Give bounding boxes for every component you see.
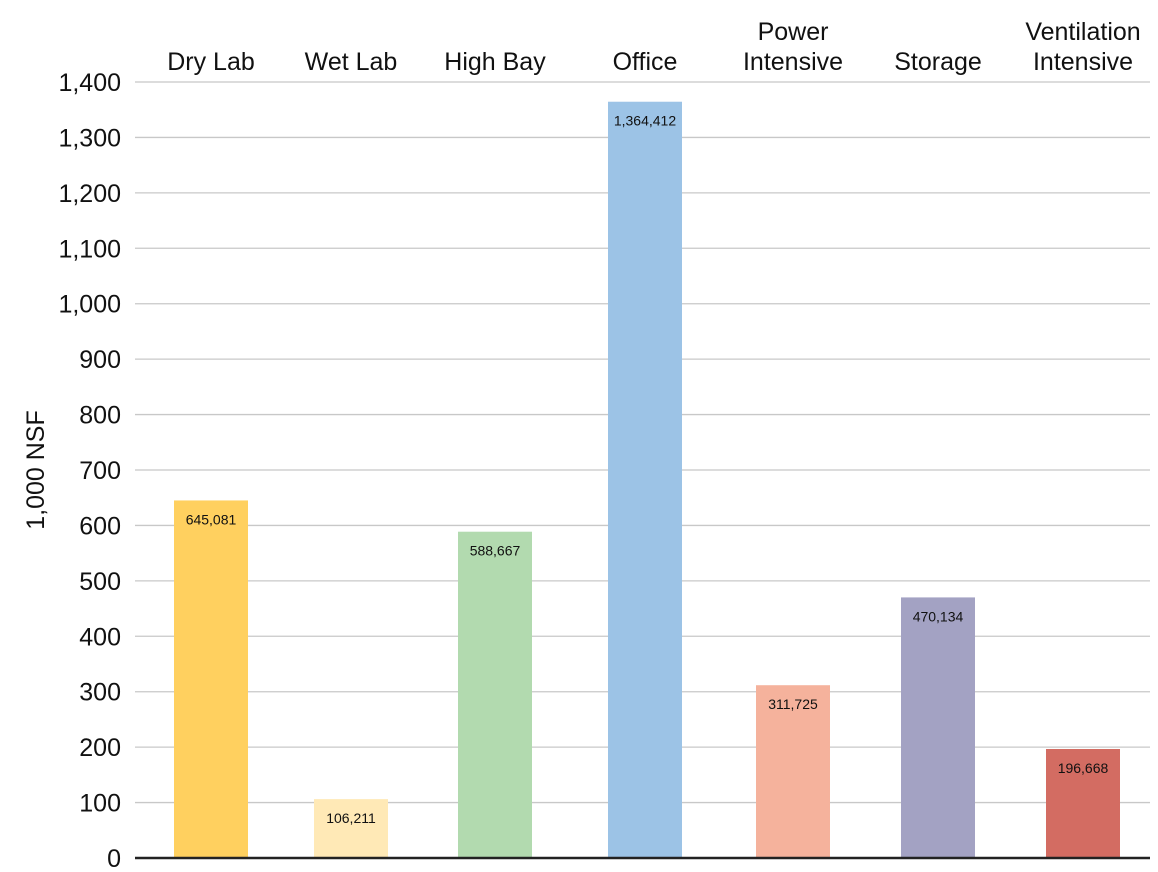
bars bbox=[174, 101, 1120, 858]
category-label: Power bbox=[758, 18, 829, 46]
y-tick-label: 500 bbox=[79, 568, 121, 596]
y-tick-label: 1,000 bbox=[58, 291, 121, 319]
y-tick-label: 0 bbox=[107, 845, 121, 872]
y-tick-label: 1,400 bbox=[58, 69, 121, 97]
y-tick-label: 700 bbox=[79, 457, 121, 485]
bar-data-label: 196,668 bbox=[1058, 760, 1109, 776]
y-tick-label: 1,200 bbox=[58, 180, 121, 208]
bar-data-label: 311,725 bbox=[768, 696, 818, 712]
bar bbox=[756, 685, 830, 858]
category-label: Intensive bbox=[743, 48, 843, 76]
y-tick-label: 900 bbox=[79, 346, 121, 374]
y-tick-label: 300 bbox=[79, 679, 121, 707]
bar bbox=[1046, 748, 1120, 858]
y-tick-label: 100 bbox=[79, 790, 121, 818]
category-label: Intensive bbox=[1033, 48, 1133, 76]
y-tick-label: 400 bbox=[79, 623, 121, 651]
bar bbox=[314, 799, 388, 858]
bar-data-label: 106,211 bbox=[326, 810, 376, 826]
y-tick-label: 1,300 bbox=[58, 124, 121, 152]
category-label: Office bbox=[613, 48, 678, 76]
y-axis-title: 1,000 NSF bbox=[22, 410, 50, 530]
bar-data-label: 470,134 bbox=[913, 608, 964, 624]
category-label: Dry Lab bbox=[167, 48, 255, 76]
bar-data-label: 588,667 bbox=[470, 543, 521, 559]
y-tick-label: 800 bbox=[79, 402, 121, 430]
bar-data-label: 1,364,412 bbox=[614, 113, 676, 129]
category-labels: Dry Lab Wet Lab High Bay OfficePowerIntensi… bbox=[167, 18, 1140, 76]
bar bbox=[458, 531, 532, 858]
bar bbox=[901, 597, 975, 858]
category-label: Wet Lab bbox=[305, 48, 398, 76]
category-label: High Bay bbox=[444, 48, 546, 76]
bar bbox=[174, 500, 248, 858]
data-labels: 645,081 106,211 588,667 1,364,412 311,725 470… bbox=[186, 113, 1109, 826]
category-label: Ventilation bbox=[1025, 18, 1140, 46]
category-label: Storage bbox=[894, 48, 982, 76]
bar-data-label: 645,081 bbox=[186, 511, 237, 527]
y-tick-labels: 0 100 200 300 400 500 600 700 800 900 1,000 1,100 1,… bbox=[58, 69, 121, 872]
y-tick-label: 200 bbox=[79, 734, 121, 762]
y-tick-label: 600 bbox=[79, 512, 121, 540]
y-tick-label: 1,100 bbox=[58, 235, 121, 263]
bar bbox=[608, 101, 682, 858]
